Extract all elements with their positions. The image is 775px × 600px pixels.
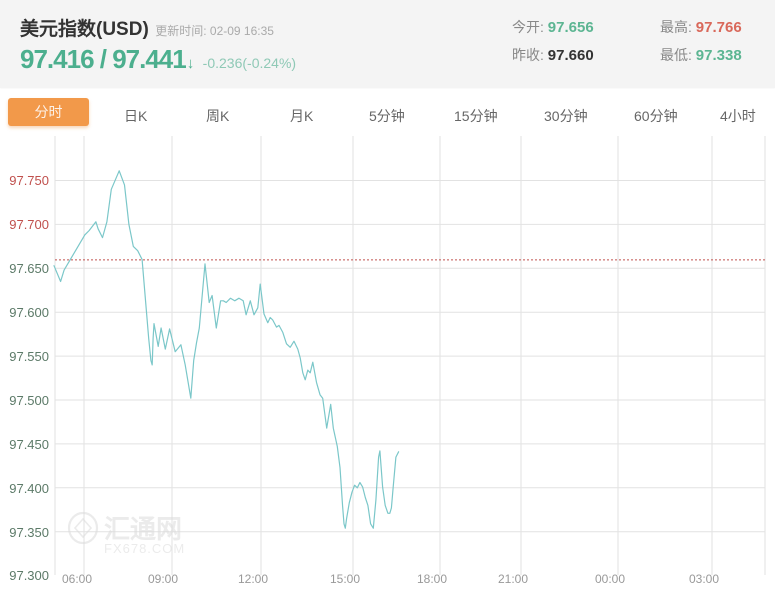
svg-text:FX678.COM: FX678.COM [104, 541, 185, 556]
svg-text:汇通网: 汇通网 [104, 514, 182, 544]
